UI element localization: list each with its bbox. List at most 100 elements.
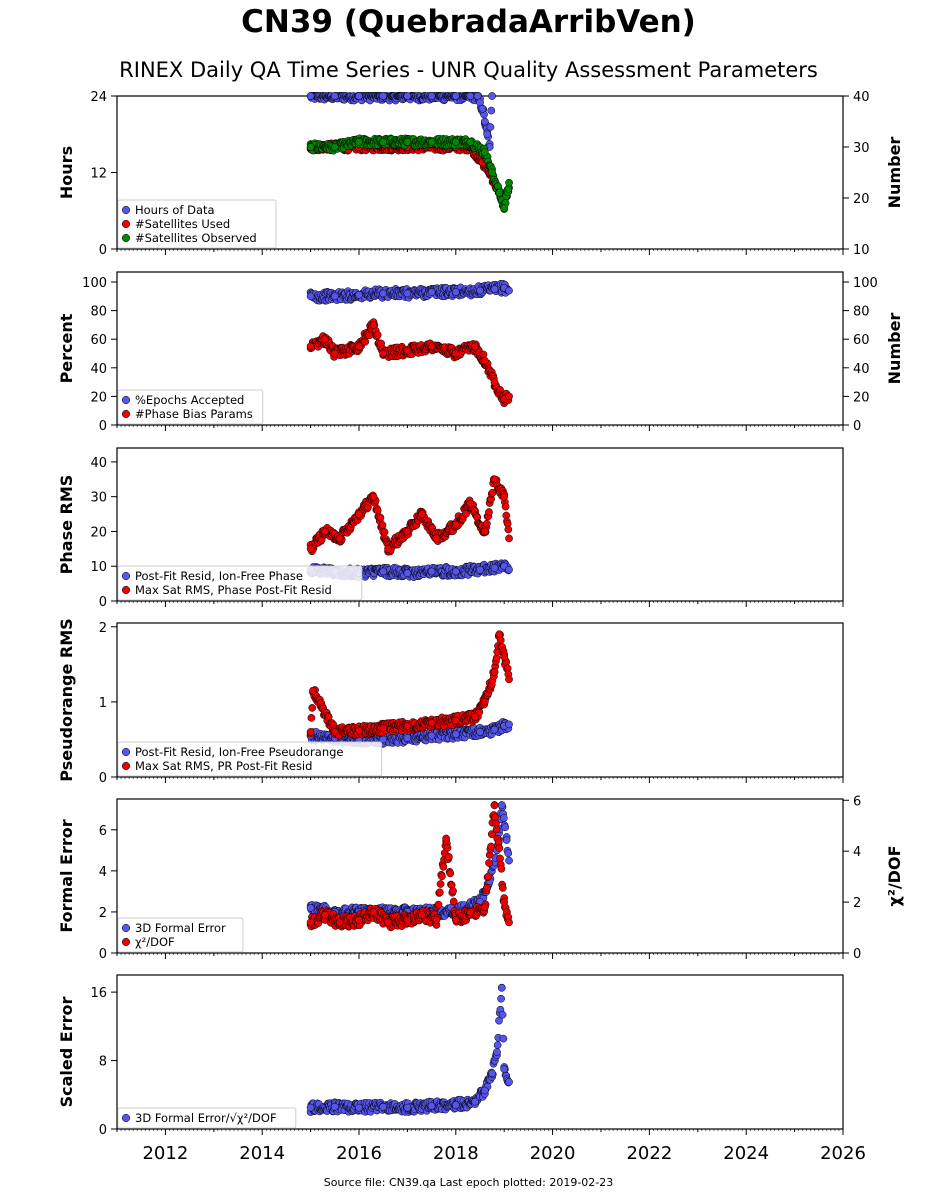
legend-marker	[121, 571, 131, 581]
data-point	[355, 92, 363, 100]
data-point	[427, 731, 436, 740]
data-point	[355, 510, 363, 518]
y-tick-label: 2	[99, 906, 107, 921]
y-right-tick-label: 20	[853, 192, 870, 207]
y-tick-label: 24	[90, 90, 107, 105]
legend-marker	[121, 585, 131, 595]
data-point	[488, 92, 496, 100]
y-tick-label: 12	[90, 167, 107, 182]
legend-marker	[121, 1113, 131, 1123]
y-right-tick-label: 20	[853, 390, 870, 405]
legend-label: %Epochs Accepted	[135, 393, 244, 407]
data-point	[505, 720, 513, 729]
data-point	[434, 900, 443, 909]
data-point	[355, 916, 363, 924]
panel-2: 0 20 40 60 80 100 Percent 0 20 40 60 80 100 Number %Ep…	[57, 271, 904, 434]
legend-label: #Phase Bias Params	[135, 407, 253, 421]
panel-3: 0 10 20 30 40 Phase RMS Post-Fit Resid, Ion-Fr…	[57, 447, 844, 610]
data-point	[466, 908, 475, 917]
data-point	[491, 813, 500, 822]
data-point	[379, 289, 388, 298]
data-point	[495, 189, 504, 197]
y-tick-label: 30	[90, 491, 107, 506]
y-tick-label: 20	[90, 390, 107, 405]
data-point	[471, 713, 480, 721]
data-point	[505, 286, 513, 295]
data-point	[443, 843, 452, 852]
y-tick-label: 8	[99, 1055, 107, 1070]
data-point	[483, 519, 491, 528]
y-tick-label: 40	[90, 456, 107, 471]
x-tick-label: 2016	[336, 1143, 382, 1164]
data-point	[330, 349, 339, 358]
data-point	[403, 527, 412, 536]
data-point	[307, 713, 316, 722]
y-axis-label: Phase RMS	[57, 475, 76, 575]
y-tick-label: 2	[99, 621, 107, 636]
data-point	[436, 880, 445, 888]
legend-label: 3D Formal Error/√χ²/DOF	[135, 1111, 277, 1125]
data-point	[330, 143, 339, 151]
data-point	[321, 527, 329, 536]
data-point	[497, 983, 506, 992]
data-point	[498, 1010, 507, 1019]
data-point	[488, 1069, 496, 1078]
data-point	[505, 918, 513, 927]
x-tick-label: 2020	[530, 1143, 576, 1164]
data-point	[466, 138, 475, 146]
series-blue	[306, 279, 513, 305]
series-blue	[306, 92, 496, 151]
data-point	[446, 869, 455, 878]
data-point	[330, 92, 339, 100]
data-point	[490, 475, 499, 484]
data-point	[306, 903, 315, 912]
data-point	[418, 510, 426, 518]
legend-label: #Satellites Used	[135, 217, 230, 231]
y-right-axis-label: Number	[885, 137, 904, 209]
source-footer: Source file: CN39.qa Last epoch plotted:…	[323, 1176, 614, 1189]
series-red	[306, 630, 513, 740]
data-point	[451, 916, 460, 924]
series-red	[306, 475, 513, 556]
y-right-tick-label: 0	[853, 419, 861, 434]
legend: Hours of Data#Satellites Used#Satellites…	[117, 199, 277, 249]
data-point	[379, 138, 388, 146]
data-point	[330, 292, 339, 301]
data-point	[500, 814, 508, 822]
data-point	[451, 520, 460, 529]
y-tick-label: 4	[99, 865, 107, 880]
legend-label: #Satellites Observed	[135, 231, 257, 245]
legend-label: Hours of Data	[135, 203, 215, 217]
legend-marker	[121, 395, 131, 405]
data-point	[355, 342, 363, 351]
data-point	[427, 138, 436, 146]
legend-marker	[121, 233, 131, 243]
plot-frame	[116, 974, 844, 1130]
data-point	[306, 342, 315, 351]
data-point	[373, 330, 382, 339]
data-point	[436, 888, 444, 897]
data-point	[355, 726, 363, 735]
data-point	[306, 1103, 315, 1112]
data-point	[335, 534, 344, 543]
data-point	[484, 872, 493, 881]
data-point	[500, 492, 509, 501]
data-point	[492, 654, 501, 662]
data-point	[306, 292, 315, 301]
legend-label: 3D Formal Error	[135, 921, 226, 935]
data-point	[480, 1086, 489, 1095]
data-point	[451, 716, 460, 725]
data-point	[438, 872, 446, 881]
data-point	[480, 903, 489, 912]
y-right-tick-label: 6	[853, 794, 861, 809]
data-point	[306, 92, 315, 100]
data-point	[451, 567, 460, 576]
data-point	[379, 349, 388, 358]
data-point	[376, 513, 385, 522]
data-point	[369, 908, 378, 917]
y-tick-label: 10	[90, 560, 107, 575]
y-axis-label: Percent	[57, 313, 76, 383]
